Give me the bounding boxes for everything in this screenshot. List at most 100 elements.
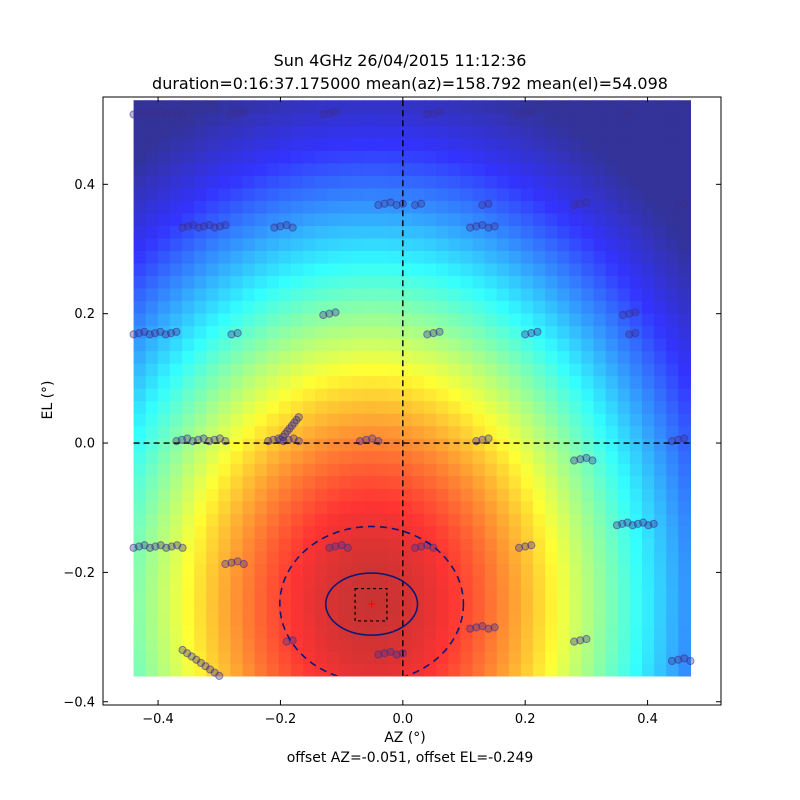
heatmap-cell bbox=[424, 638, 437, 652]
heatmap-cell bbox=[412, 625, 425, 639]
heatmap-cell bbox=[254, 663, 268, 677]
heatmap-cell bbox=[496, 600, 510, 614]
heatmap-cell bbox=[387, 538, 401, 552]
heatmap-cell bbox=[593, 212, 607, 226]
heatmap-cell bbox=[218, 250, 232, 264]
heatmap-cell bbox=[629, 425, 643, 439]
heatmap-cell bbox=[629, 312, 643, 327]
heatmap-cell bbox=[303, 250, 316, 264]
heatmap-cell bbox=[508, 388, 522, 402]
heatmap-cell bbox=[327, 625, 340, 639]
heatmap-cell bbox=[327, 525, 340, 539]
heatmap-cell bbox=[617, 513, 631, 527]
heatmap-cell bbox=[278, 575, 292, 589]
heatmap-cell bbox=[678, 388, 691, 402]
heatmap-cell bbox=[303, 300, 316, 314]
heatmap-cell bbox=[484, 550, 498, 564]
heatmap-cell bbox=[351, 513, 365, 527]
heatmap-cell bbox=[194, 575, 207, 589]
heatmap-cell bbox=[593, 262, 607, 277]
heatmap-cell bbox=[278, 475, 292, 489]
heatmap-cell bbox=[605, 112, 619, 126]
heatmap-cell bbox=[399, 475, 413, 489]
heatmap-cell bbox=[666, 100, 679, 114]
heatmap-cell bbox=[472, 663, 486, 677]
heatmap-cell bbox=[508, 638, 522, 652]
heatmap-cell bbox=[254, 262, 268, 277]
heatmap-cell bbox=[593, 137, 607, 151]
heatmap-cell bbox=[496, 625, 510, 639]
heatmap-cell bbox=[327, 613, 340, 627]
heatmap-cell bbox=[315, 400, 328, 414]
heatmap-cell bbox=[581, 438, 595, 452]
heatmap-cell bbox=[412, 500, 425, 514]
heatmap-cell bbox=[133, 450, 147, 464]
heatmap-cell bbox=[133, 575, 147, 589]
heatmap-cell bbox=[436, 425, 449, 439]
heatmap-cell bbox=[472, 550, 486, 564]
y-tick-label: 0.0 bbox=[74, 437, 95, 452]
heatmap-cell bbox=[617, 200, 631, 214]
heatmap-cell bbox=[520, 137, 534, 151]
heatmap-cell bbox=[654, 363, 667, 377]
heatmap-cell bbox=[242, 375, 256, 389]
heatmap-cell bbox=[242, 625, 256, 639]
heatmap-cell bbox=[424, 425, 437, 439]
heatmap-cell bbox=[375, 237, 389, 251]
heatmap-cell bbox=[303, 287, 316, 302]
heatmap-cell bbox=[569, 550, 583, 564]
heatmap-cell bbox=[218, 200, 232, 214]
heatmap-cell bbox=[266, 550, 280, 564]
heatmap-cell bbox=[266, 513, 280, 527]
heatmap-cell bbox=[290, 400, 304, 414]
heatmap-cell bbox=[605, 325, 619, 339]
heatmap-cell bbox=[581, 488, 595, 502]
heatmap-cell bbox=[520, 563, 534, 577]
heatmap-cell bbox=[194, 413, 207, 427]
heatmap-cell bbox=[133, 237, 147, 251]
beam-solid-ellipse bbox=[324, 572, 419, 636]
heatmap-cell bbox=[545, 262, 558, 277]
heatmap-cell bbox=[533, 600, 546, 614]
heatmap-cell bbox=[654, 625, 667, 639]
heatmap-cell bbox=[629, 212, 643, 226]
heatmap-cell bbox=[629, 638, 643, 652]
heatmap-cell bbox=[387, 413, 401, 427]
heatmap-cell bbox=[206, 575, 219, 589]
heatmap-cell bbox=[266, 150, 280, 164]
heatmap-cell bbox=[520, 300, 534, 314]
heatmap-cell bbox=[520, 550, 534, 564]
heatmap-cell bbox=[629, 100, 643, 114]
heatmap-cell bbox=[533, 137, 546, 151]
heatmap-cell bbox=[157, 438, 171, 452]
heatmap-cell bbox=[678, 262, 691, 277]
heatmap-cell bbox=[145, 275, 159, 289]
heatmap-cell bbox=[581, 100, 595, 114]
heatmap-cell bbox=[581, 350, 595, 364]
heatmap-cell bbox=[339, 638, 353, 652]
heatmap-cell bbox=[654, 613, 667, 627]
heatmap-cell bbox=[666, 488, 679, 502]
heatmap-cell bbox=[399, 250, 413, 264]
heatmap-cell bbox=[520, 425, 534, 439]
heatmap-cell bbox=[593, 375, 607, 389]
heatmap-cell bbox=[218, 287, 232, 302]
heatmap-cell bbox=[206, 212, 219, 226]
heatmap-cell bbox=[617, 475, 631, 489]
heatmap-cell bbox=[569, 438, 583, 452]
heatmap-cell bbox=[424, 200, 437, 214]
heatmap-cell bbox=[339, 287, 353, 302]
heatmap-cell bbox=[157, 212, 171, 226]
heatmap-cell bbox=[666, 112, 679, 126]
heatmap-cell bbox=[460, 425, 474, 439]
heatmap-cell bbox=[605, 500, 619, 514]
heatmap-cell bbox=[460, 250, 474, 264]
heatmap-cell bbox=[678, 137, 691, 151]
heatmap-cell bbox=[399, 550, 413, 564]
heatmap-cell bbox=[339, 500, 353, 514]
heatmap-cell bbox=[194, 488, 207, 502]
heatmap-cell bbox=[230, 488, 244, 502]
heatmap-cell bbox=[412, 350, 425, 364]
heatmap-cell bbox=[472, 275, 486, 289]
heatmap-cell bbox=[412, 300, 425, 314]
